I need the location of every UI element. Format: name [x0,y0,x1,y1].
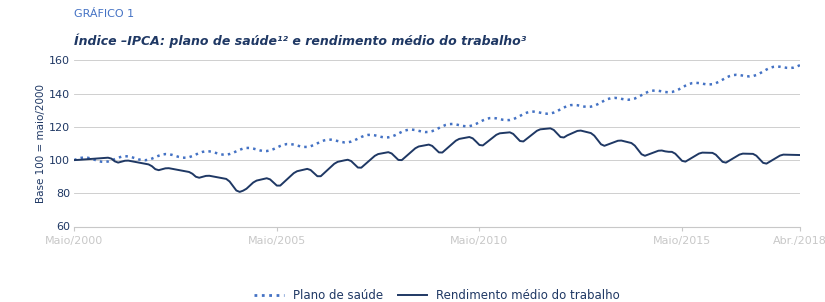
Y-axis label: Base 100 = maio/2000: Base 100 = maio/2000 [36,84,46,203]
Text: Índice –IPCA: plano de saúde¹² e rendimento médio do trabalho³: Índice –IPCA: plano de saúde¹² e rendime… [74,33,526,48]
Legend: Plano de saúde, Rendimento médio do trabalho: Plano de saúde, Rendimento médio do trab… [249,284,625,302]
Text: GRÁFICO 1: GRÁFICO 1 [74,9,134,19]
